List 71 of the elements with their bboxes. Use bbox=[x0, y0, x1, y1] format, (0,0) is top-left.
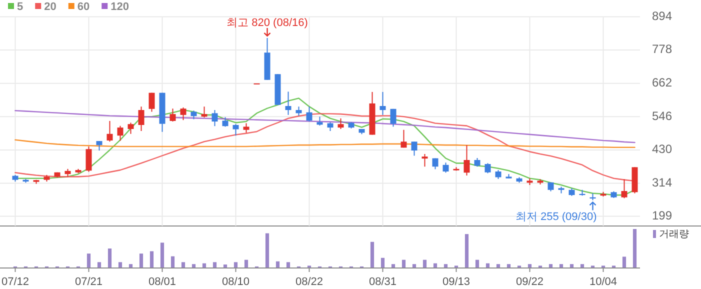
x-tick-label: 08/22 bbox=[295, 276, 324, 288]
bar bbox=[212, 262, 217, 268]
bar bbox=[380, 258, 385, 268]
bar bbox=[139, 254, 144, 268]
legend-label: 60 bbox=[77, 1, 90, 13]
bar bbox=[464, 234, 469, 268]
candlestick bbox=[306, 106, 312, 122]
bar bbox=[86, 254, 91, 268]
x-tick-label: 08/01 bbox=[148, 276, 176, 288]
bar bbox=[234, 262, 238, 268]
bar bbox=[181, 262, 186, 268]
x-tick-label: 09/13 bbox=[442, 276, 470, 288]
x-tick-label: 07/21 bbox=[74, 276, 103, 288]
bar bbox=[170, 256, 175, 268]
candlestick bbox=[400, 129, 407, 148]
candlestick bbox=[96, 140, 102, 152]
candlestick bbox=[106, 120, 113, 142]
legend-label: 120 bbox=[110, 1, 129, 13]
bar bbox=[265, 233, 270, 268]
candlestick bbox=[180, 106, 186, 121]
x-tick-label: 08/10 bbox=[222, 276, 250, 288]
y-tick-label: 546 bbox=[652, 108, 672, 123]
bar bbox=[97, 262, 102, 268]
x-tick-label: 07/12 bbox=[1, 276, 30, 288]
candlestick bbox=[117, 125, 124, 142]
annotation-arrow-low: 최저 255 (09/30) bbox=[515, 201, 597, 224]
bar bbox=[632, 229, 637, 268]
candlestick bbox=[148, 92, 155, 112]
bar bbox=[622, 256, 626, 268]
legend-label: 20 bbox=[44, 1, 56, 13]
candlestick bbox=[411, 141, 418, 156]
candlestick bbox=[170, 108, 176, 122]
x-tick-label: 10/04 bbox=[589, 276, 618, 288]
y-tick-label: 778 bbox=[652, 42, 672, 56]
bar bbox=[160, 242, 164, 268]
candlestick bbox=[86, 146, 92, 172]
candlestick bbox=[128, 122, 134, 134]
legend-label: 5 bbox=[17, 1, 24, 13]
candlestick bbox=[296, 106, 302, 116]
annotation-arrow-high: 최고 820 (08/16) bbox=[226, 16, 308, 37]
candlestick bbox=[484, 162, 491, 174]
candlestick bbox=[422, 153, 428, 168]
x-tick-label: 09/22 bbox=[516, 276, 544, 288]
candlestick bbox=[212, 110, 218, 127]
candlestick bbox=[138, 106, 144, 132]
legend-label: 거래량 bbox=[659, 229, 689, 240]
y-tick-label: 662 bbox=[652, 76, 672, 90]
candlestick bbox=[338, 118, 344, 130]
candlestick bbox=[442, 162, 449, 174]
annotation: 최고 820 (08/16) bbox=[226, 16, 308, 29]
candlestick bbox=[285, 91, 292, 116]
x-tick-label: 08/31 bbox=[368, 276, 397, 288]
bar bbox=[118, 262, 122, 268]
candlestick bbox=[232, 124, 239, 136]
annotation: 최저 255 (09/30) bbox=[515, 211, 597, 224]
candlestick bbox=[390, 108, 396, 128]
candlestick bbox=[243, 122, 250, 134]
bar bbox=[286, 262, 290, 268]
candlestick bbox=[621, 178, 628, 199]
y-tick-label: 199 bbox=[652, 208, 672, 222]
bar bbox=[370, 242, 374, 268]
candlestick bbox=[464, 144, 470, 176]
candlestick bbox=[222, 116, 228, 128]
candlestick bbox=[201, 106, 208, 118]
candlestick bbox=[380, 91, 386, 116]
bar bbox=[108, 248, 112, 268]
line-series bbox=[14, 110, 636, 144]
y-tick-label: 430 bbox=[652, 142, 672, 156]
y-tick-label: 314 bbox=[652, 175, 672, 190]
bar bbox=[150, 251, 154, 268]
y-tick-label: 894 bbox=[652, 8, 672, 23]
